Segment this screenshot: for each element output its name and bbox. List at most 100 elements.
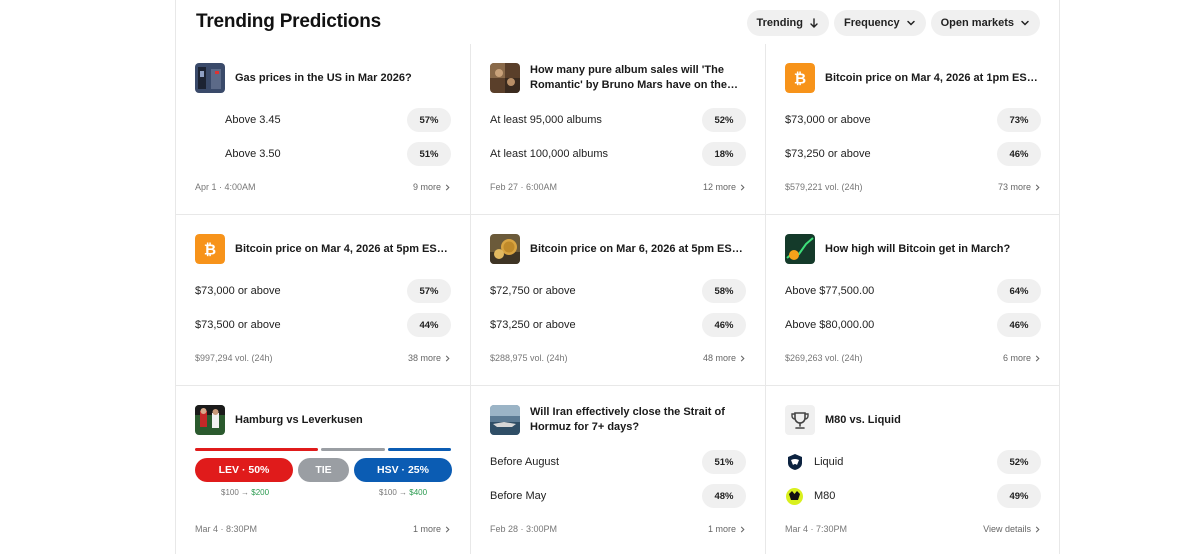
- more-outcomes-link[interactable]: 6 more: [1003, 353, 1041, 363]
- market-title[interactable]: Bitcoin price on Mar 4, 2026 at 5pm EST?: [235, 243, 450, 255]
- tie-button[interactable]: TIE: [298, 458, 349, 482]
- market-title[interactable]: Bitcoin price on Mar 4, 2026 at 1pm EST?: [825, 72, 1040, 84]
- chevron-down-icon: [906, 20, 915, 26]
- outcome-label: $72,750 or above: [490, 285, 576, 297]
- outcome-probability-button[interactable]: 49%: [997, 484, 1041, 508]
- soccer-match-thumbnail: [195, 405, 225, 435]
- market-card[interactable]: Will Iran effectively close the Strait o…: [471, 386, 766, 554]
- outcome-probability-button[interactable]: 46%: [997, 142, 1041, 166]
- outcome-probability-button[interactable]: 73%: [997, 108, 1041, 132]
- outcome-row[interactable]: $73,250 or above 46%: [490, 313, 746, 337]
- frequency-dropdown[interactable]: Frequency: [833, 10, 926, 36]
- outcome-row[interactable]: Liquid 52%: [785, 450, 1041, 474]
- svg-text:₿: ₿: [794, 70, 806, 88]
- outcome-row[interactable]: $73,250 or above 46%: [785, 142, 1041, 166]
- more-outcomes-link[interactable]: 48 more: [703, 353, 746, 363]
- lev-payout: $100 → $200: [221, 488, 269, 497]
- trending-sort-button[interactable]: Trending: [746, 10, 829, 36]
- outcome-row[interactable]: Before August 51%: [490, 450, 746, 474]
- more-outcomes-label: 38 more: [407, 353, 441, 363]
- outcome-probability-button[interactable]: 58%: [702, 279, 746, 303]
- outcome-row[interactable]: Before May 48%: [490, 484, 746, 508]
- outcome-probability-button[interactable]: 51%: [407, 142, 451, 166]
- trophy-icon: [785, 405, 815, 435]
- view-details-link[interactable]: View details: [983, 524, 1041, 534]
- market-card[interactable]: Gas prices in the US in Mar 2026? Above …: [176, 44, 471, 215]
- market-title[interactable]: Hamburg vs Leverkusen: [235, 414, 363, 426]
- more-outcomes-link[interactable]: 73 more: [998, 182, 1041, 192]
- chevron-right-icon: [1035, 184, 1040, 190]
- hsv-button[interactable]: HSV · 25%: [354, 458, 452, 482]
- chevron-right-icon: [445, 184, 450, 190]
- market-card[interactable]: ₿ Bitcoin price on Mar 4, 2026 at 1pm ES…: [766, 44, 1060, 215]
- outcome-row[interactable]: Above $77,500.00 64%: [785, 279, 1041, 303]
- outcome-label: At least 95,000 albums: [490, 114, 602, 126]
- market-card[interactable]: Hamburg vs Leverkusen LEV · 50% TIE HSV …: [176, 386, 471, 554]
- market-card[interactable]: Bitcoin price on Mar 6, 2026 at 5pm EST?…: [471, 215, 766, 386]
- outcome-row[interactable]: At least 100,000 albums 18%: [490, 142, 746, 166]
- outcome-probability-button[interactable]: 46%: [702, 313, 746, 337]
- outcome-row[interactable]: $73,500 or above 44%: [195, 313, 451, 337]
- more-outcomes-label: 73 more: [997, 182, 1031, 192]
- market-title[interactable]: How high will Bitcoin get in March?: [825, 243, 1011, 255]
- more-outcomes-label: 1 more: [707, 524, 736, 534]
- more-outcomes-link[interactable]: 38 more: [408, 353, 451, 363]
- market-volume: $579,221 vol. (24h): [785, 182, 863, 192]
- outcome-probability-button[interactable]: 52%: [997, 450, 1041, 474]
- outcome-label: $73,250 or above: [490, 319, 576, 331]
- outcome-row[interactable]: $72,750 or above 58%: [490, 279, 746, 303]
- chevron-right-icon: [445, 526, 450, 532]
- market-card[interactable]: ₿ Bitcoin price on Mar 4, 2026 at 5pm ES…: [176, 215, 471, 386]
- filter-bar: Trending Frequency Open markets: [746, 10, 1040, 36]
- lev-button[interactable]: LEV · 50%: [195, 458, 293, 482]
- market-close-time: Feb 28 · 3:00PM: [490, 524, 558, 534]
- market-title[interactable]: M80 vs. Liquid: [825, 414, 901, 426]
- outcome-probability-button[interactable]: 64%: [997, 279, 1041, 303]
- outcome-probability-button[interactable]: 18%: [702, 142, 746, 166]
- more-outcomes-link[interactable]: 9 more: [413, 182, 451, 192]
- market-title[interactable]: Bitcoin price on Mar 6, 2026 at 5pm EST?: [530, 243, 745, 255]
- outcome-probability-button[interactable]: 57%: [407, 279, 451, 303]
- outcome-row[interactable]: $73,000 or above 73%: [785, 108, 1041, 132]
- outcome-probability-button[interactable]: 48%: [702, 484, 746, 508]
- outcome-row[interactable]: M80 49%: [785, 484, 1041, 508]
- more-outcomes-link[interactable]: 1 more: [413, 524, 451, 534]
- outcome-probability-button[interactable]: 52%: [702, 108, 746, 132]
- outcome-row[interactable]: Above $80,000.00 46%: [785, 313, 1041, 337]
- more-outcomes-label: 1 more: [412, 524, 441, 534]
- market-close-time: Mar 4 · 8:30PM: [195, 524, 258, 534]
- outcome-label: Before August: [490, 456, 560, 468]
- market-close-time: Mar 4 · 7:30PM: [785, 524, 848, 534]
- bitcoin-icon: ₿: [785, 63, 815, 93]
- market-title[interactable]: How many pure album sales will 'The Roma…: [530, 64, 727, 91]
- outcome-row[interactable]: $73,000 or above 57%: [195, 279, 451, 303]
- strait-thumbnail: [490, 405, 520, 435]
- outcome-row[interactable]: At least 95,000 albums 52%: [490, 108, 746, 132]
- market-card[interactable]: How high will Bitcoin get in March? Abov…: [766, 215, 1060, 386]
- outcome-row[interactable]: Above 3.50 51%: [195, 142, 451, 166]
- market-title[interactable]: Gas prices in the US in Mar 2026?: [235, 72, 412, 84]
- market-volume: $997,294 vol. (24h): [195, 353, 273, 363]
- outcome-probability-button[interactable]: 46%: [997, 313, 1041, 337]
- outcome-label: Above 3.45: [225, 114, 281, 126]
- liquid-logo-icon: [785, 453, 804, 472]
- trending-label: Trending: [756, 17, 803, 29]
- market-card[interactable]: M80 vs. Liquid Liquid 52% M80 49% Mar 4 …: [766, 386, 1060, 554]
- chevron-right-icon: [445, 355, 450, 361]
- outcome-probability-button[interactable]: 44%: [407, 313, 451, 337]
- market-grid: Gas prices in the US in Mar 2026? Above …: [176, 44, 1060, 554]
- page-title: Trending Predictions: [196, 11, 381, 32]
- outcome-row[interactable]: Above 3.45 57%: [195, 108, 451, 132]
- outcome-probability-button[interactable]: 57%: [407, 108, 451, 132]
- more-outcomes-link[interactable]: 1 more: [708, 524, 746, 534]
- outcome-probability-button[interactable]: 51%: [702, 450, 746, 474]
- market-title[interactable]: Will Iran effectively close the Strait o…: [530, 406, 725, 433]
- market-close-time: Apr 1 · 4:00AM: [195, 182, 256, 192]
- market-card[interactable]: How many pure album sales will 'The Roma…: [471, 44, 766, 215]
- chevron-right-icon: [740, 526, 745, 532]
- arrow-down-icon: [810, 18, 818, 28]
- chevron-right-icon: [740, 355, 745, 361]
- open-markets-dropdown[interactable]: Open markets: [930, 10, 1040, 36]
- more-outcomes-link[interactable]: 12 more: [703, 182, 746, 192]
- bitcoin-chart-thumbnail: [785, 234, 815, 264]
